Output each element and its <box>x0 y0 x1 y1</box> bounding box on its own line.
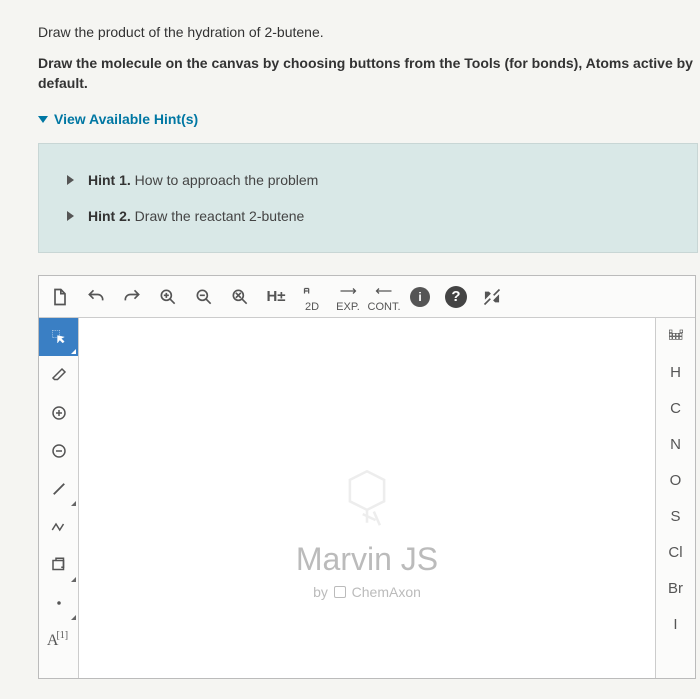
hint-text: Draw the reactant 2-butene <box>135 208 305 224</box>
watermark-by: by <box>313 584 328 600</box>
single-bond-tool[interactable] <box>39 470 78 508</box>
h-label: H± <box>266 288 285 305</box>
zoom-in-button[interactable] <box>151 280 185 314</box>
hint-row[interactable]: Hint 1. How to approach the problem <box>67 162 669 198</box>
atom-s[interactable]: S <box>656 498 695 534</box>
zoom-out-button[interactable] <box>187 280 221 314</box>
question-title: Draw the product of the hydration of 2-b… <box>38 24 700 40</box>
eraser-tool[interactable] <box>39 356 78 394</box>
charge-minus-tool[interactable] <box>39 432 78 470</box>
chevron-down-icon <box>38 116 48 123</box>
zoom-fit-button[interactable] <box>223 280 257 314</box>
hints-toggle-label: View Available Hint(s) <box>54 111 198 127</box>
question-instruction: Draw the molecule on the canvas by choos… <box>38 54 700 93</box>
info-button[interactable]: i <box>403 280 437 314</box>
hydrogen-toggle-button[interactable]: H± <box>259 280 293 314</box>
d2-label: 2D <box>305 301 319 313</box>
hint-label: Hint 1. <box>88 172 131 188</box>
template-tool[interactable] <box>39 546 78 584</box>
help-icon: ? <box>445 286 467 308</box>
atom-n[interactable]: N <box>656 426 695 462</box>
fullscreen-button[interactable] <box>475 280 509 314</box>
watermark-brand: ChemAxon <box>352 584 421 600</box>
charge-plus-tool[interactable] <box>39 394 78 432</box>
drawing-canvas[interactable]: Marvin JS by ChemAxon <box>79 318 655 678</box>
chevron-right-icon <box>67 211 74 221</box>
atom-c[interactable]: C <box>656 390 695 426</box>
hints-toggle[interactable]: View Available Hint(s) <box>38 111 700 127</box>
radical-tool[interactable] <box>39 584 78 622</box>
redo-button[interactable] <box>115 280 149 314</box>
atom-cl[interactable]: Cl <box>656 534 695 570</box>
chemaxon-icon <box>334 586 346 598</box>
chain-tool[interactable] <box>39 508 78 546</box>
hints-panel: Hint 1. How to approach the problem Hint… <box>38 143 698 253</box>
abbreviation-tool[interactable]: A[1] <box>39 622 78 660</box>
right-toolbar: H C N O S Cl Br I <box>655 318 695 678</box>
contract-button[interactable]: CONT. <box>367 280 401 314</box>
abbrev-sup: [1] <box>56 630 68 641</box>
periodic-table-button[interactable] <box>656 318 695 354</box>
hint-row[interactable]: Hint 2. Draw the reactant 2-butene <box>67 198 669 234</box>
watermark-title: Marvin JS <box>296 541 438 578</box>
top-toolbar: H± 2D EXP. CONT. i ? <box>39 276 695 318</box>
atom-br[interactable]: Br <box>656 570 695 606</box>
hint-text: How to approach the problem <box>135 172 319 188</box>
expand-button[interactable]: EXP. <box>331 280 365 314</box>
atom-i[interactable]: I <box>656 606 695 642</box>
atom-h[interactable]: H <box>656 354 695 390</box>
watermark-sub: by ChemAxon <box>313 584 421 600</box>
2d-clean-button[interactable]: 2D <box>295 280 329 314</box>
marvin-logo-icon <box>332 467 402 527</box>
exp-label: EXP. <box>336 301 360 313</box>
help-button[interactable]: ? <box>439 280 473 314</box>
chevron-right-icon <box>67 175 74 185</box>
info-icon: i <box>410 287 430 307</box>
marvin-editor: H± 2D EXP. CONT. i ? <box>38 275 696 679</box>
selection-tool[interactable] <box>39 318 78 356</box>
cont-label: CONT. <box>368 301 401 313</box>
undo-button[interactable] <box>79 280 113 314</box>
new-file-button[interactable] <box>43 280 77 314</box>
atom-o[interactable]: O <box>656 462 695 498</box>
hint-label: Hint 2. <box>88 208 131 224</box>
left-toolbar: A[1] <box>39 318 79 678</box>
